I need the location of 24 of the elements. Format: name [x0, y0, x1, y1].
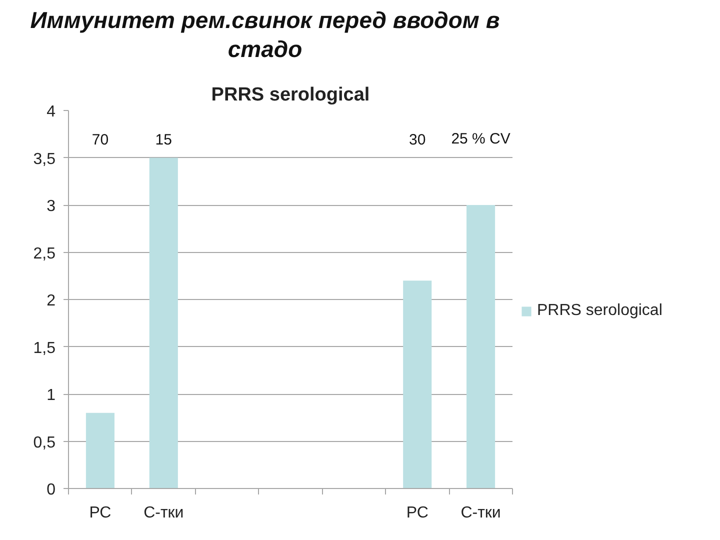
x-tick-label: С-тки [144, 504, 184, 522]
legend-label: PRRS serological [537, 302, 662, 320]
y-tick-label: 2,5 [33, 245, 56, 262]
annotation: 70 [92, 131, 109, 148]
y-tick-label: 4 [46, 104, 56, 120]
x-tick-label: С-тки [460, 504, 501, 522]
annotation: 30 [409, 131, 426, 148]
annotation: 25 % CV [451, 130, 510, 148]
y-tick-label: 0 [46, 482, 56, 498]
y-tick-label: 3 [46, 198, 56, 215]
chart-subtitle: PRRS serological [211, 84, 370, 106]
bar [466, 205, 496, 488]
bar [403, 280, 432, 488]
x-tick-label: РС [406, 504, 428, 522]
y-tick-label: 1,5 [33, 340, 56, 357]
y-tick-label: 1 [46, 387, 56, 404]
chart-title: Иммунитет рем.свинок перед вводом в стадо [29, 6, 501, 64]
x-tick-label: РС [89, 504, 112, 522]
y-tick-label: 0,5 [33, 434, 56, 452]
bar [149, 158, 178, 488]
bar [86, 412, 114, 488]
annotation: 15 [155, 131, 172, 148]
y-tick-label: 3,5 [33, 150, 56, 168]
y-tick-label: 2 [46, 292, 56, 310]
